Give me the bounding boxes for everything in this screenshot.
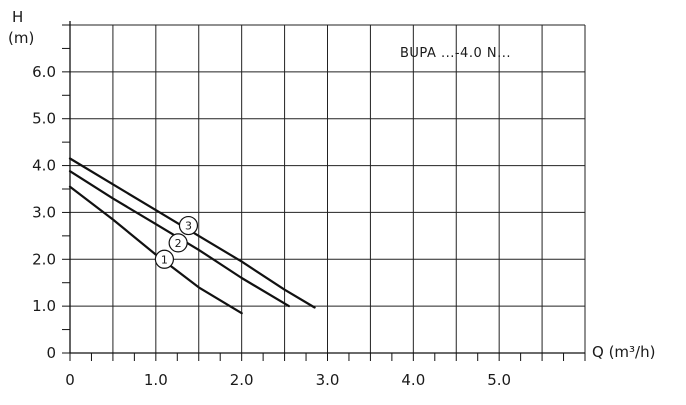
y-axis-label-h: H (12, 8, 23, 26)
series-label-text-3: 3 (185, 220, 192, 233)
y-tick-label: 3.0 (32, 203, 56, 221)
series-line-3 (68, 157, 316, 309)
y-axis-ticks: 0 1.0 2.0 3.0 4.0 5.0 6.0 (32, 63, 56, 362)
y-tick-label: 0 (46, 344, 56, 362)
grid (70, 24, 586, 353)
chart-title: BUPA ...-4.0 N... (400, 46, 511, 61)
series-label-text-1: 1 (161, 253, 168, 266)
y-tick-label: 2.0 (32, 250, 56, 268)
x-tick-label: 2.0 (230, 371, 254, 389)
y-tick-label: 1.0 (32, 297, 56, 315)
y-tick-label: 4.0 (32, 157, 56, 175)
x-tick-label: 4.0 (401, 371, 425, 389)
series-label-circle-2 (168, 233, 188, 253)
x-tick-label: 0 (65, 371, 75, 389)
series-labels: 123 (154, 215, 199, 269)
x-axis-ticks: 0 1.0 2.0 3.0 4.0 5.0 (65, 371, 511, 389)
y-tick-label: 5.0 (32, 110, 56, 128)
series-label-text-2: 2 (175, 237, 182, 250)
x-tick-label: 5.0 (487, 371, 511, 389)
x-tick-label: 3.0 (316, 371, 340, 389)
series-line-1 (68, 185, 243, 315)
y-tick-label: 6.0 (32, 63, 56, 81)
x-tick-label: 1.0 (144, 371, 168, 389)
y-axis-label-unit: (m) (8, 29, 34, 47)
series-label-circle-1 (154, 249, 175, 269)
x-axis-label: Q (m³/h) (592, 343, 655, 361)
series-lines (68, 157, 316, 315)
series-label-circle-3 (178, 215, 199, 236)
